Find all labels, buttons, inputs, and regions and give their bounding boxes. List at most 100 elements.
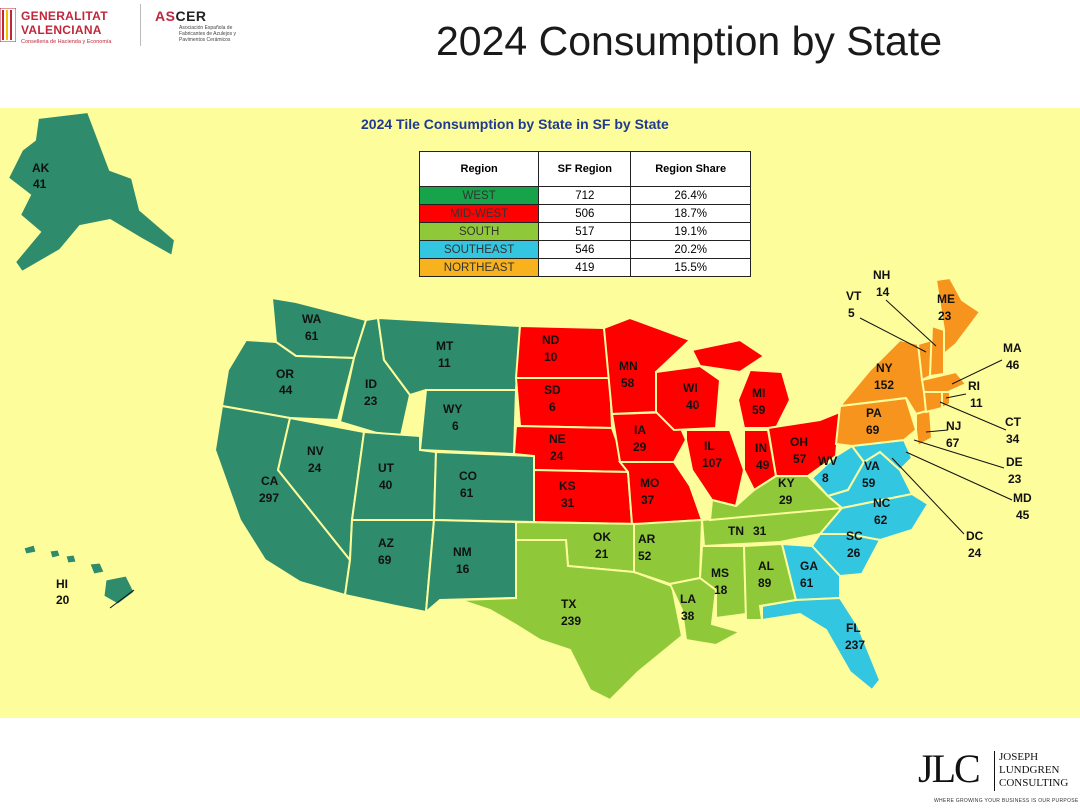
state-nh-shape (928, 324, 945, 378)
logo-divider (140, 4, 141, 46)
state-ca-value: 297 (259, 491, 279, 505)
state-oh-value: 57 (793, 452, 807, 466)
state-sd-abbr: SD (544, 383, 561, 397)
valencia-flag-icon (0, 8, 16, 42)
leader-nh (885, 299, 937, 347)
state-mo-abbr: MO (640, 476, 659, 490)
state-wi-abbr: WI (683, 381, 698, 395)
state-ca-abbr: CA (261, 474, 279, 488)
state-ok-value: 21 (595, 547, 609, 561)
state-me-value: 23 (938, 309, 952, 323)
leader-hi (109, 589, 135, 609)
state-mt-value: 11 (438, 356, 451, 370)
state-dc-value: 24 (968, 546, 982, 560)
leader-lines (109, 299, 1013, 609)
region-name-cell: NORTHEAST (418, 258, 540, 277)
share-cell: 19.1% (630, 222, 751, 241)
ascer-wordmark: ASCER (155, 8, 207, 24)
state-ak-abbr: AK (32, 161, 50, 175)
state-nh-value: 14 (876, 285, 890, 299)
state-ut-abbr: UT (378, 461, 395, 475)
share-cell: 26.4% (630, 186, 751, 205)
generalitat-valenciana-logo: GENERALITAT VALENCIANA Conselleria de Ha… (0, 6, 135, 46)
state-wa-value: 61 (305, 329, 319, 343)
header-region: Region (418, 151, 540, 187)
state-nj-shape (915, 408, 934, 448)
state-mn-value: 58 (621, 376, 635, 390)
sf-cell: 506 (538, 204, 632, 223)
table-row: NORTHEAST 419 15.5% (418, 258, 751, 277)
state-al-value: 89 (758, 576, 772, 590)
state-vt-value: 5 (848, 306, 855, 320)
state-id-value: 23 (364, 394, 378, 408)
state-ct-value: 34 (1006, 432, 1020, 446)
state-or-abbr: OR (276, 367, 294, 381)
state-hi-value: 20 (56, 593, 70, 607)
state-nc-abbr: NC (873, 496, 891, 510)
state-ny-abbr: NY (876, 361, 893, 375)
share-cell: 18.7% (630, 204, 751, 223)
header-region-share: Region Share (630, 151, 751, 187)
jlc-company-name: JOSEPH LUNDGREN CONSULTING (999, 751, 1069, 789)
state-mt-abbr: MT (436, 339, 454, 353)
state-nj-value: 67 (946, 436, 960, 450)
leader-ma (951, 359, 1003, 385)
state-ga-shape (780, 542, 841, 602)
state-md-abbr: MD (1013, 491, 1032, 505)
state-ak-value: 41 (33, 177, 47, 191)
gv-name-line1: GENERALITAT (21, 9, 108, 23)
ascer-description: Asociación Española de Fabricantes de Az… (179, 25, 236, 43)
state-vt-abbr: VT (846, 289, 862, 303)
state-ok-abbr: OK (593, 530, 611, 544)
share-cell: 20.2% (630, 240, 751, 259)
leader-md (905, 451, 1013, 501)
state-or-shape (220, 338, 356, 422)
state-pa-abbr: PA (866, 406, 882, 420)
leader-ri (945, 393, 967, 399)
state-nv-abbr: NV (307, 444, 324, 458)
sf-cell: 419 (538, 258, 632, 277)
state-wy-shape (418, 389, 518, 456)
jlc-monogram: JLC (918, 746, 981, 791)
table-row: WEST 712 26.4% (418, 186, 751, 205)
table-header-row: Region SF Region Region Share (418, 151, 751, 187)
gv-name-line2: VALENCIANA (21, 23, 102, 37)
state-de-abbr: DE (1006, 455, 1023, 469)
state-hi-shape (23, 544, 135, 605)
state-ms-abbr: MS (711, 566, 729, 580)
sf-cell: 712 (538, 186, 632, 205)
state-de-value: 23 (1008, 472, 1022, 486)
state-tn-abbr: TN (728, 524, 744, 538)
state-ne-abbr: NE (549, 432, 566, 446)
state-wv-abbr: WV (818, 454, 837, 468)
state-la-value: 38 (681, 609, 695, 623)
state-co-shape (432, 450, 535, 524)
state-nd-abbr: ND (542, 333, 560, 347)
state-ar-value: 52 (638, 549, 652, 563)
state-nd-value: 10 (544, 350, 558, 364)
state-ct-shape (922, 391, 943, 414)
state-id-abbr: ID (365, 377, 377, 391)
state-mo-shape (617, 461, 704, 525)
state-wi-value: 40 (686, 398, 700, 412)
state-nv-value: 24 (308, 461, 322, 475)
state-in-abbr: IN (755, 441, 767, 455)
region-rows: WEST 712 26.4% MID-WEST 506 18.7% SOUTH … (418, 186, 751, 277)
state-ma-shape (920, 370, 968, 393)
state-la-abbr: LA (680, 592, 696, 606)
state-ct-abbr: CT (1005, 415, 1022, 429)
state-sc-abbr: SC (846, 529, 863, 543)
state-nh-abbr: NH (873, 268, 890, 282)
state-ut-value: 40 (379, 478, 393, 492)
state-in-value: 49 (756, 458, 770, 472)
state-ky-abbr: KY (778, 476, 795, 490)
table-row: SOUTH 517 19.1% (418, 222, 751, 241)
state-ks-shape (533, 468, 634, 526)
state-pa-value: 69 (866, 423, 880, 437)
state-md-value: 45 (1016, 508, 1030, 522)
state-ky-value: 29 (779, 493, 793, 507)
state-ne-value: 24 (550, 449, 564, 463)
state-ny-value: 152 (874, 378, 894, 392)
state-ar-abbr: AR (638, 532, 656, 546)
state-hi-abbr: HI (56, 577, 68, 591)
